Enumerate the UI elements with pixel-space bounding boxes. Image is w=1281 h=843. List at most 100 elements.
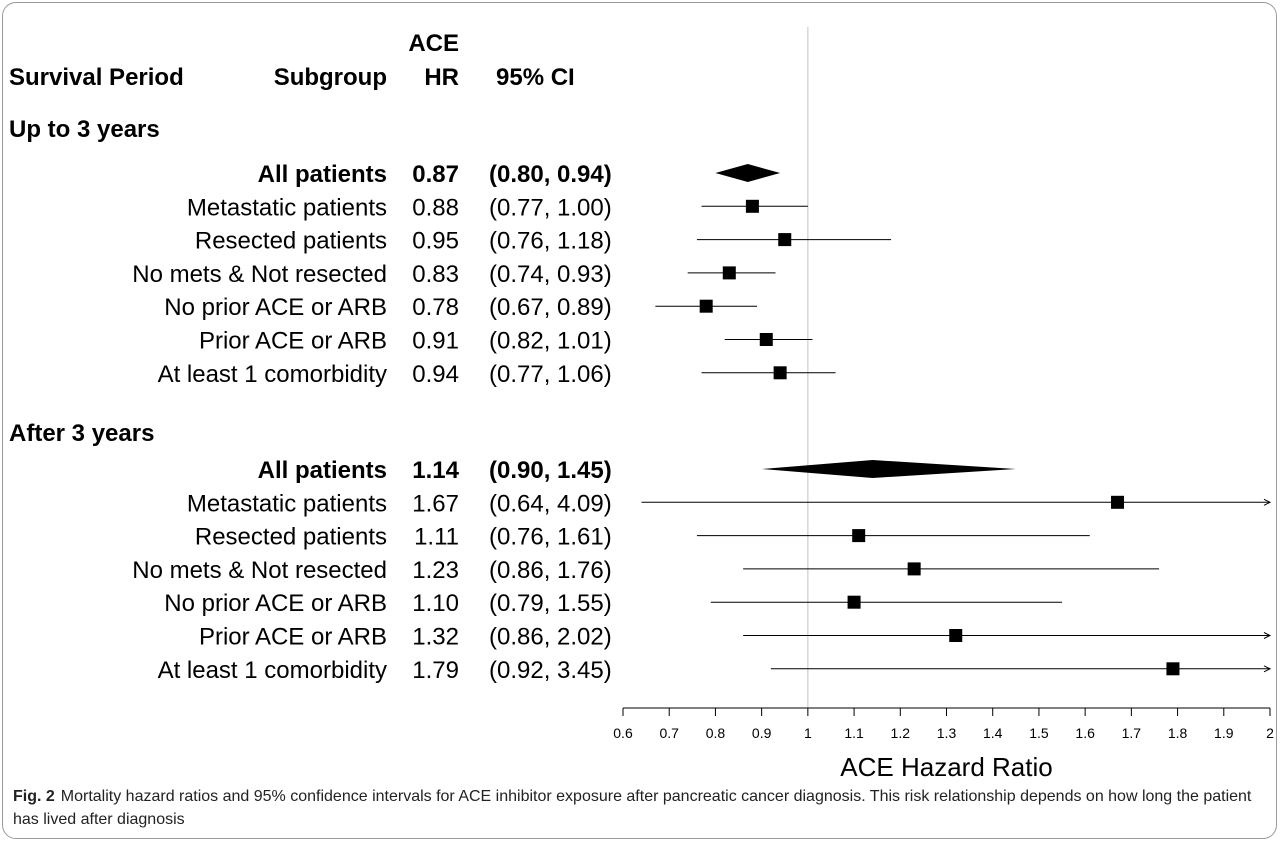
- forest-row: No mets & Not resected 0.83 (0.74, 0.93): [132, 261, 776, 288]
- rows-layer: Up to 3 years All patients 0.87 (0.80, 0.94…: [9, 116, 1272, 684]
- row-ci-value: (0.90, 1.45): [489, 457, 612, 484]
- row-label: No prior ACE or ARB: [164, 590, 387, 617]
- row-ci-value: (0.82, 1.01): [489, 328, 612, 355]
- row-label: No mets & Not resected: [132, 261, 387, 288]
- figure-caption: Fig. 2 Mortality hazard ratios and 95% co…: [13, 785, 1268, 831]
- row-label: Prior ACE or ARB: [199, 328, 387, 355]
- row-ci-value: (0.92, 3.45): [489, 657, 612, 684]
- x-tick-label: 1.9: [1214, 725, 1234, 741]
- row-label: Prior ACE or ARB: [199, 624, 387, 651]
- point-estimate-marker: [778, 233, 792, 247]
- row-ci-value: (0.79, 1.55): [489, 590, 612, 617]
- forest-row: Prior ACE or ARB 1.32 (0.86, 2.02): [199, 624, 1272, 651]
- row-label: All patients: [258, 457, 387, 484]
- row-label: Resected patients: [195, 524, 387, 551]
- row-hr-value: 0.83: [412, 261, 459, 288]
- forest-row: No mets & Not resected 1.23 (0.86, 1.76): [132, 557, 1160, 584]
- point-estimate-marker: [773, 366, 787, 380]
- x-tick-label: 0.7: [659, 725, 679, 741]
- row-ci-value: (0.80, 0.94): [489, 161, 612, 188]
- table-header: Survival Period Subgroup ACE HR 95% CI: [9, 30, 575, 91]
- group-title: Up to 3 years: [9, 116, 160, 143]
- row-hr-value: 0.88: [412, 194, 459, 221]
- forest-row: At least 1 comorbidity 1.79 (0.92, 3.45): [158, 657, 1272, 684]
- x-tick-label: 0.6: [613, 725, 633, 741]
- point-estimate-marker: [699, 299, 713, 313]
- header-subgroup: Subgroup: [274, 64, 387, 91]
- x-tick-label: 1.8: [1168, 725, 1188, 741]
- point-estimate-marker: [949, 629, 963, 642]
- x-tick-label: 0.8: [706, 725, 726, 741]
- row-ci-value: (0.76, 1.18): [489, 228, 612, 255]
- forest-row: No prior ACE or ARB 1.10 (0.79, 1.55): [164, 590, 1063, 617]
- x-tick-label: 1.4: [983, 725, 1003, 741]
- row-hr-value: 0.78: [412, 294, 459, 321]
- row-ci-value: (0.74, 0.93): [489, 261, 612, 288]
- x-tick-label: 1: [804, 725, 812, 741]
- x-tick-label: 2: [1266, 725, 1274, 741]
- row-label: Resected patients: [195, 228, 387, 255]
- row-hr-value: 1.11: [414, 524, 459, 551]
- row-label: No mets & Not resected: [132, 557, 387, 584]
- forest-row: Resected patients 1.11 (0.76, 1.61): [195, 524, 1090, 551]
- row-label: Metastatic patients: [187, 490, 387, 517]
- x-tick-label: 1.3: [937, 725, 957, 741]
- x-tick-label: 1.2: [891, 725, 911, 741]
- group-1: Up to 3 years All patients 0.87 (0.80, 0.94…: [9, 116, 892, 388]
- row-hr-value: 1.14: [412, 457, 459, 484]
- forest-row: No prior ACE or ARB 0.78 (0.67, 0.89): [164, 294, 758, 321]
- x-axis-title: ACE Hazard Ratio: [840, 752, 1052, 782]
- point-estimate-marker: [852, 529, 866, 543]
- ci-overflow-arrow: [1263, 498, 1272, 506]
- forest-row: Resected patients 0.95 (0.76, 1.18): [195, 228, 892, 255]
- x-tick-label: 1.1: [844, 725, 864, 741]
- row-ci-value: (0.64, 4.09): [489, 490, 612, 517]
- forest-row: All patients 0.87 (0.80, 0.94): [258, 161, 781, 188]
- header-hr-line1: ACE: [408, 30, 459, 57]
- ci-overflow-arrow: [1263, 665, 1272, 673]
- forest-row: At least 1 comorbidity 0.94 (0.77, 1.06): [158, 361, 836, 388]
- header-hr-line2: HR: [424, 64, 459, 91]
- caption-text: Mortality hazard ratios and 95% confiden…: [13, 788, 1252, 828]
- point-estimate-marker: [759, 333, 773, 346]
- x-tick-label: 0.9: [752, 725, 772, 741]
- header-ci: 95% CI: [496, 64, 575, 91]
- forest-row: Prior ACE or ARB 0.91 (0.82, 1.01): [199, 328, 813, 355]
- row-hr-value: 1.10: [412, 590, 459, 617]
- row-ci-value: (0.86, 1.76): [489, 557, 612, 584]
- group-title: After 3 years: [9, 420, 154, 447]
- summary-diamond: [715, 164, 781, 182]
- row-label: Metastatic patients: [187, 194, 387, 221]
- forest-plot: Survival Period Subgroup ACE HR 95% CI U…: [9, 27, 1274, 782]
- header-survival-period: Survival Period: [9, 64, 184, 91]
- x-axis: 0.6 0.7 0.8 0.9 1 1.1 1.2 1.3 1.4 1.5 1.6 1.7 1.8 1.9…: [613, 707, 1274, 782]
- row-label: No prior ACE or ARB: [164, 294, 387, 321]
- row-hr-value: 1.67: [412, 490, 459, 517]
- row-hr-value: 0.91: [412, 328, 459, 355]
- row-hr-value: 0.94: [412, 361, 459, 388]
- row-ci-value: (0.67, 0.89): [489, 294, 612, 321]
- row-hr-value: 1.79: [412, 657, 459, 684]
- point-estimate-marker: [722, 266, 736, 280]
- point-estimate-marker: [1110, 495, 1124, 509]
- row-ci-value: (0.77, 1.06): [489, 361, 612, 388]
- row-label: All patients: [258, 161, 387, 188]
- row-label: At least 1 comorbidity: [158, 657, 387, 684]
- point-estimate-marker: [745, 199, 759, 213]
- forest-row: All patients 1.14 (0.90, 1.45): [258, 457, 1016, 484]
- row-hr-value: 0.87: [412, 161, 459, 188]
- caption-label: Fig. 2: [13, 788, 55, 805]
- row-hr-value: 0.95: [412, 228, 459, 255]
- row-ci-value: (0.76, 1.61): [489, 524, 612, 551]
- x-tick-label: 1.6: [1075, 725, 1095, 741]
- row-hr-value: 1.23: [412, 557, 459, 584]
- row-hr-value: 1.32: [412, 624, 459, 651]
- forest-row: Metastatic patients 1.67 (0.64, 4.09): [187, 490, 1272, 517]
- row-label: At least 1 comorbidity: [158, 361, 387, 388]
- point-estimate-marker: [907, 562, 921, 576]
- group-2: After 3 years All patients 1.14 (0.90, 1.45…: [9, 420, 1272, 684]
- x-tick-label: 1.5: [1029, 725, 1049, 741]
- summary-diamond: [761, 460, 1016, 478]
- point-estimate-marker: [847, 595, 861, 609]
